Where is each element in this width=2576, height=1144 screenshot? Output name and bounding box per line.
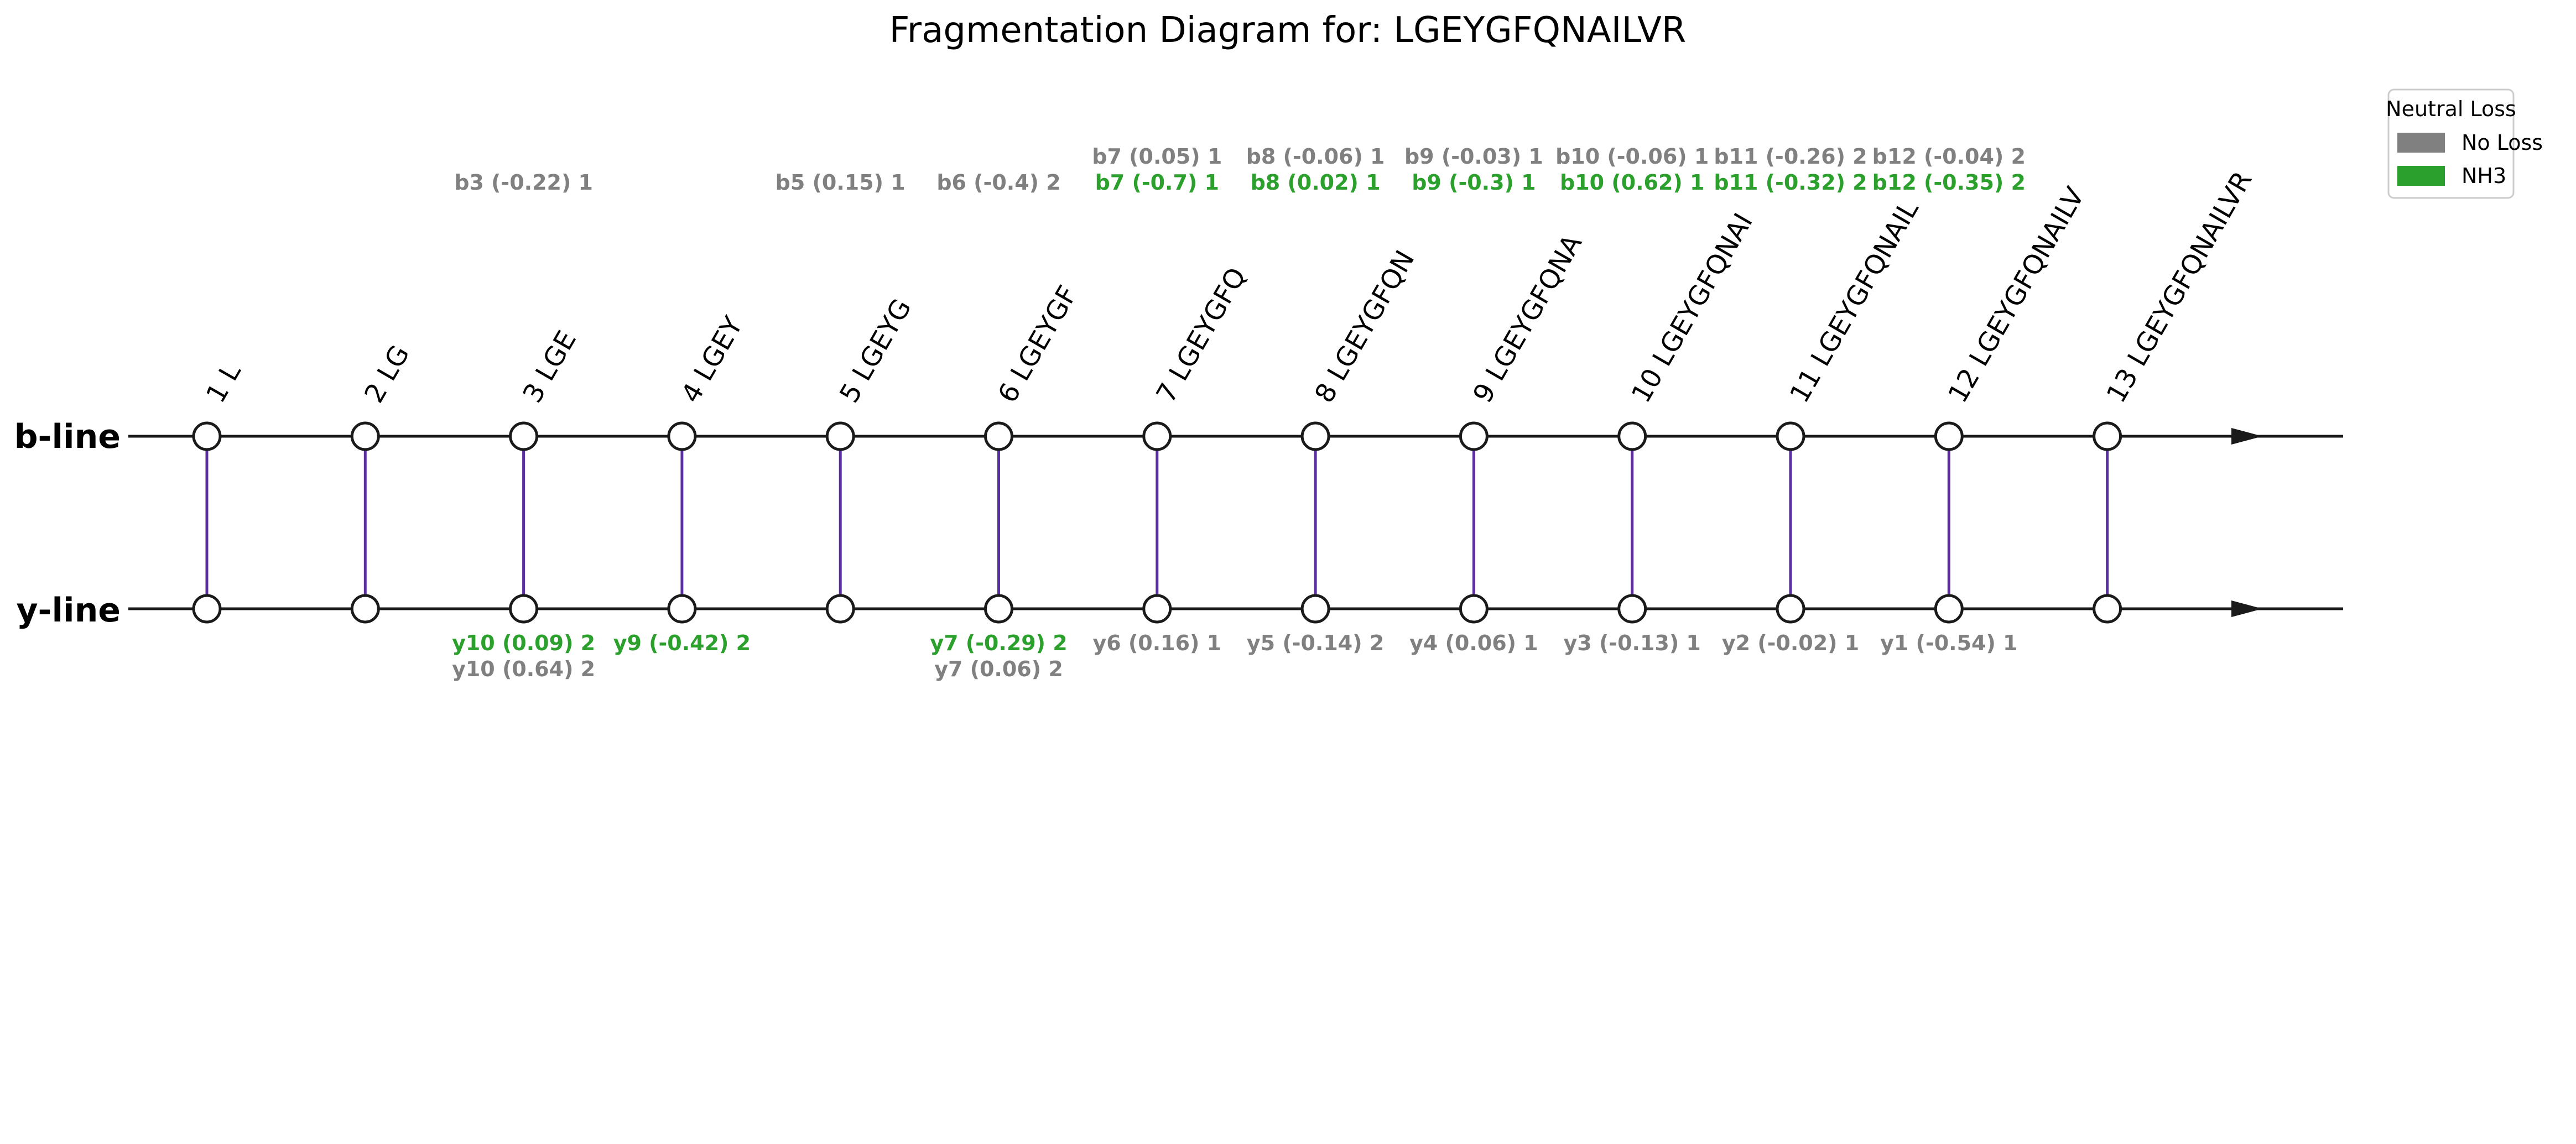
y-ion-label: y9 (-0.42) 2 <box>613 631 751 655</box>
b-ion-label: b12 (-0.04) 2 <box>1872 144 2026 169</box>
position-label-10: 10 LGEYGFQNAI <box>1626 208 1759 408</box>
b-node-11 <box>1776 421 1805 451</box>
cleavage-nodes <box>192 421 2122 624</box>
position-label-7: 7 LGEYGFQ <box>1151 262 1252 408</box>
b-ion-annotations: b3 (-0.22) 1 b5 (0.15) 1 b6 (-0.4) 2 b7 (0.… <box>454 144 2026 195</box>
position-label-11: 11 LGEYGFQNAIL <box>1784 195 1925 408</box>
position-label-2: 2 LG <box>358 340 415 408</box>
b-node-2 <box>350 421 380 451</box>
y-node-6 <box>984 594 1013 624</box>
y-node-5 <box>825 594 855 624</box>
position-label-3: 3 LGE <box>517 326 582 408</box>
y-line-arrow-head <box>2231 600 2262 617</box>
position-label-4: 4 LGEY <box>675 311 750 408</box>
b-node-12 <box>1934 421 1964 451</box>
b-ion-label: b11 (-0.26) 2 <box>1714 144 1867 169</box>
b-ion-label: b7 (-0.7) 1 <box>1095 170 1219 195</box>
y-ion-label: y10 (0.64) 2 <box>452 657 595 681</box>
y-ion-label: y10 (0.09) 2 <box>452 631 595 655</box>
b-node-4 <box>667 421 697 451</box>
y-ion-label: y5 (-0.14) 2 <box>1247 631 1384 655</box>
y-line-label: y-line <box>16 591 121 630</box>
b-node-13 <box>2093 421 2122 451</box>
y-node-1 <box>192 594 222 624</box>
y-node-8 <box>1300 594 1330 624</box>
legend-title: Neutral Loss <box>2386 97 2516 121</box>
y-node-10 <box>1617 594 1647 624</box>
legend-swatch-no-loss <box>2397 133 2445 153</box>
diagram-title: Fragmentation Diagram for: LGEYGFQNAILVR <box>889 10 1687 51</box>
y-ion-label: y7 (-0.29) 2 <box>930 631 1067 655</box>
position-label-9: 9 LGEYGFQNA <box>1467 229 1588 408</box>
b-ion-label: b10 (0.62) 1 <box>1560 170 1704 195</box>
b-ion-label: b12 (-0.35) 2 <box>1872 170 2026 195</box>
backbone-lines <box>128 428 2343 617</box>
b-node-1 <box>192 421 222 451</box>
b-ion-label: b8 (0.02) 1 <box>1251 170 1381 195</box>
y-node-7 <box>1142 594 1172 624</box>
b-node-5 <box>825 421 855 451</box>
b-ion-label: b9 (-0.3) 1 <box>1412 170 1536 195</box>
y-node-13 <box>2093 594 2122 624</box>
y-node-12 <box>1934 594 1964 624</box>
b-ion-label: b9 (-0.03) 1 <box>1404 144 1543 169</box>
b-node-6 <box>984 421 1013 451</box>
b-ion-label: b7 (0.05) 1 <box>1092 144 1222 169</box>
b-line-label: b-line <box>14 417 121 456</box>
b-node-9 <box>1459 421 1489 451</box>
b-ion-label: b10 (-0.06) 1 <box>1555 144 1709 169</box>
position-label-6: 6 LGEYGF <box>992 280 1084 408</box>
y-ion-label: y1 (-0.54) 1 <box>1880 631 2017 655</box>
b-node-3 <box>509 421 539 451</box>
legend: Neutral Loss No Loss NH3 <box>2386 88 2543 199</box>
y-ion-label: y4 (0.06) 1 <box>1409 631 1538 655</box>
position-label-1: 1 L <box>200 358 247 408</box>
y-node-9 <box>1459 594 1489 624</box>
b-ion-label: b8 (-0.06) 1 <box>1246 144 1385 169</box>
b-ion-label: b6 (-0.4) 2 <box>936 170 1060 195</box>
legend-label-no-loss: No Loss <box>2461 130 2543 155</box>
y-node-2 <box>350 594 380 624</box>
cleavage-links <box>205 436 2109 609</box>
y-ion-label: y7 (0.06) 2 <box>934 657 1063 681</box>
b-node-10 <box>1617 421 1647 451</box>
y-ion-label: y6 (0.16) 1 <box>1092 631 1221 655</box>
legend-label-nh3: NH3 <box>2461 164 2506 188</box>
y-node-11 <box>1776 594 1805 624</box>
position-label-13: 13 LGEYGFQNAILVR <box>2100 166 2258 408</box>
b-line-arrow-head <box>2231 428 2262 445</box>
b-ion-label: b3 (-0.22) 1 <box>454 170 593 195</box>
position-label-12: 12 LGEYGFQNAILV <box>1942 182 2090 408</box>
y-ion-label: y3 (-0.13) 1 <box>1564 631 1701 655</box>
position-label-8: 8 LGEYGFQN <box>1309 245 1420 408</box>
legend-swatch-nh3 <box>2397 166 2445 186</box>
y-ion-label: y2 (-0.02) 1 <box>1722 631 1859 655</box>
b-node-8 <box>1300 421 1330 451</box>
b-node-7 <box>1142 421 1172 451</box>
b-ion-label: b11 (-0.32) 2 <box>1714 170 1867 195</box>
position-label-5: 5 LGEYG <box>834 294 918 408</box>
y-node-4 <box>667 594 697 624</box>
position-labels: 1 L 2 LG 3 LGE 4 LGEY 5 LGEYG 6 LGEYGF 7 LGEYG… <box>200 166 2258 408</box>
b-ion-label: b5 (0.15) 1 <box>776 170 905 195</box>
y-node-3 <box>509 594 539 624</box>
